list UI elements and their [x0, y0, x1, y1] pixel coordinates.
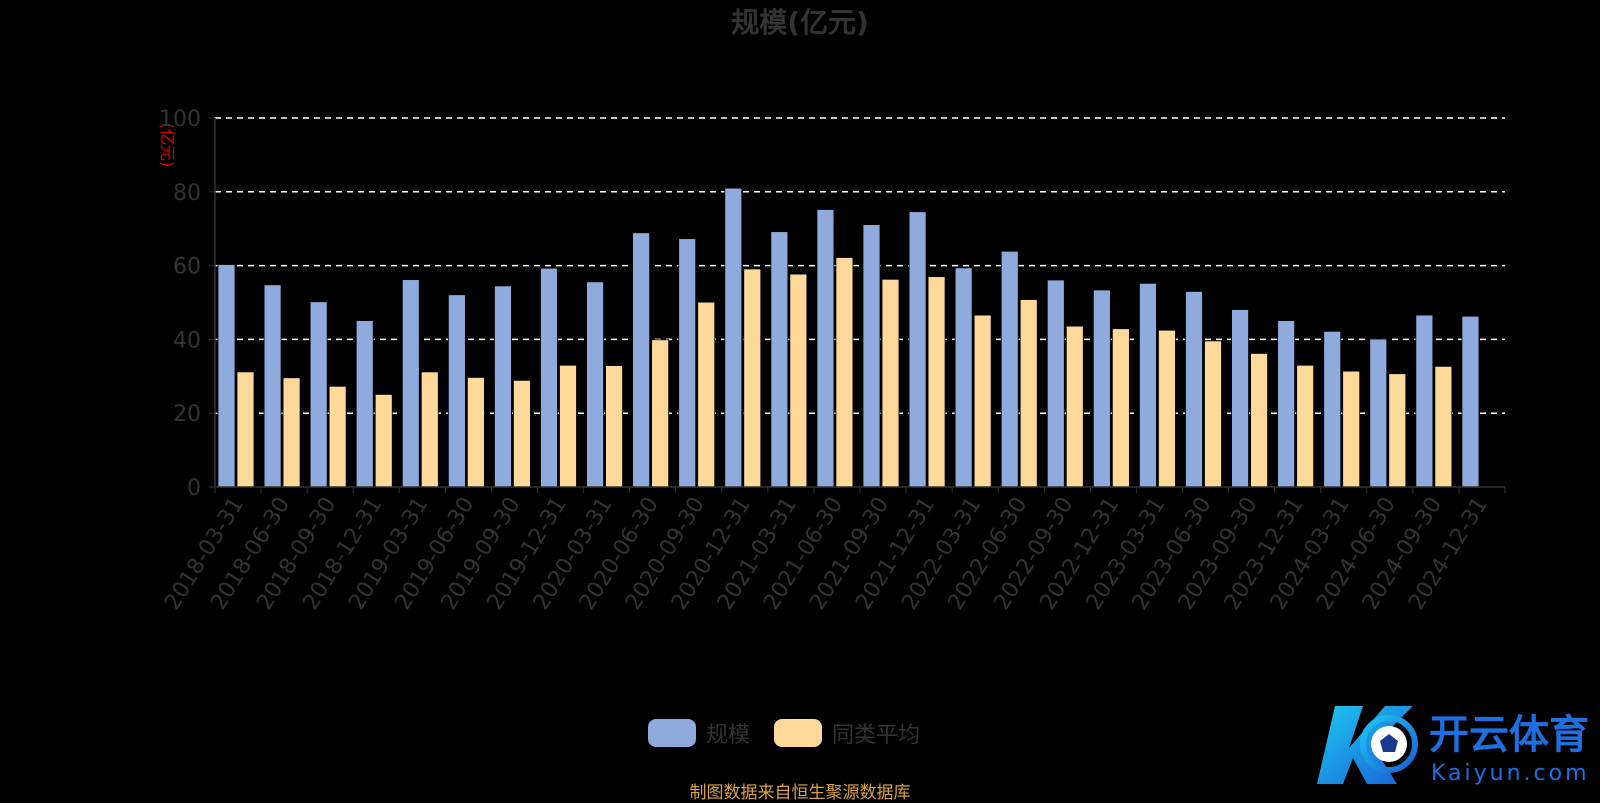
y-axis-label: (亿元): [158, 123, 177, 168]
bar-scale[interactable]: [1369, 338, 1388, 488]
bar-scale[interactable]: [447, 294, 466, 488]
bar-scale[interactable]: [770, 231, 789, 488]
kaiyun-logo: 开云体育 Kaiyun.com: [1315, 698, 1595, 790]
data-source-note: 制图数据来自恒生聚源数据库: [689, 783, 911, 803]
bar-scale[interactable]: [1139, 282, 1157, 488]
watermark-brand: 开云体育: [1429, 712, 1589, 758]
bar-scale[interactable]: [1046, 279, 1065, 488]
bar-scale[interactable]: [540, 267, 558, 488]
bar-scale[interactable]: [724, 187, 743, 488]
bar-scale[interactable]: [586, 281, 604, 488]
bar-peer-average[interactable]: [559, 364, 577, 488]
bar-scale[interactable]: [632, 232, 651, 488]
bar-peer-average[interactable]: [420, 371, 439, 488]
bar-peer-average[interactable]: [328, 385, 347, 488]
bar-peer-average[interactable]: [835, 257, 854, 488]
legend-swatch-peer-average: [774, 719, 822, 747]
bar-peer-average[interactable]: [1388, 373, 1407, 488]
bar-peer-average[interactable]: [1065, 325, 1084, 488]
bar-peer-average[interactable]: [1204, 340, 1222, 488]
bar-peer-average[interactable]: [697, 301, 716, 488]
bar-scale[interactable]: [1092, 289, 1111, 488]
bar-scale[interactable]: [816, 209, 835, 488]
legend-label-scale: 规模: [705, 723, 750, 748]
y-tick-label: 0: [187, 476, 201, 501]
legend-swatch-scale: [647, 719, 696, 747]
bar-peer-average[interactable]: [1158, 329, 1176, 488]
bar-peer-average[interactable]: [466, 377, 485, 488]
bar-scale[interactable]: [678, 238, 697, 488]
bar-peer-average[interactable]: [651, 339, 670, 488]
bar-peer-average[interactable]: [1434, 365, 1453, 488]
bar-peer-average[interactable]: [743, 268, 762, 488]
y-tick-label: 40: [173, 328, 201, 353]
bar-scale[interactable]: [954, 267, 973, 488]
y-tick-label: 20: [173, 402, 201, 427]
bar-peer-average[interactable]: [374, 393, 393, 488]
y-tick-label: 80: [173, 181, 201, 206]
legend-label-peer-average: 同类平均: [832, 723, 921, 748]
chart-title: 规模(亿元): [731, 6, 869, 39]
legend-item-peer-average[interactable]: 同类平均: [774, 717, 920, 749]
bar-scale[interactable]: [263, 284, 282, 488]
legend: 规模 同类平均: [0, 717, 1584, 749]
bar-scale[interactable]: [1277, 320, 1296, 488]
bar-peer-average[interactable]: [1296, 364, 1315, 488]
bar-scale[interactable]: [217, 264, 236, 488]
bar-peer-average[interactable]: [789, 273, 808, 488]
bar-scale[interactable]: [401, 279, 420, 488]
bar-peer-average[interactable]: [1250, 353, 1268, 488]
bar-peer-average[interactable]: [881, 278, 900, 488]
y-tick-label: 100: [159, 107, 201, 132]
bar-scale[interactable]: [494, 285, 512, 488]
bar-scale[interactable]: [862, 224, 881, 488]
bar-peer-average[interactable]: [282, 377, 301, 488]
bar-scale[interactable]: [908, 211, 927, 488]
bar-scale[interactable]: [355, 320, 374, 488]
bars: [217, 187, 1480, 488]
bar-scale[interactable]: [309, 301, 328, 488]
legend-item-scale[interactable]: 规模: [647, 717, 750, 749]
y-tick-label: 60: [173, 255, 201, 280]
bar-peer-average[interactable]: [927, 276, 946, 488]
bar-peer-average[interactable]: [513, 379, 531, 488]
bar-peer-average[interactable]: [1342, 370, 1361, 488]
bar-scale[interactable]: [1323, 330, 1342, 488]
bar-peer-average[interactable]: [605, 365, 623, 488]
bar-scale[interactable]: [1000, 250, 1019, 488]
bar-scale[interactable]: [1415, 314, 1434, 488]
bar-peer-average[interactable]: [973, 314, 992, 488]
bar-scale[interactable]: [1185, 291, 1203, 488]
bar-scale[interactable]: [1461, 315, 1480, 488]
bar-peer-average[interactable]: [1019, 299, 1038, 488]
bar-peer-average[interactable]: [236, 371, 255, 488]
bar-peer-average[interactable]: [1111, 328, 1130, 488]
watermark-url: Kaiyun.com: [1431, 761, 1590, 786]
bar-scale[interactable]: [1231, 309, 1249, 488]
